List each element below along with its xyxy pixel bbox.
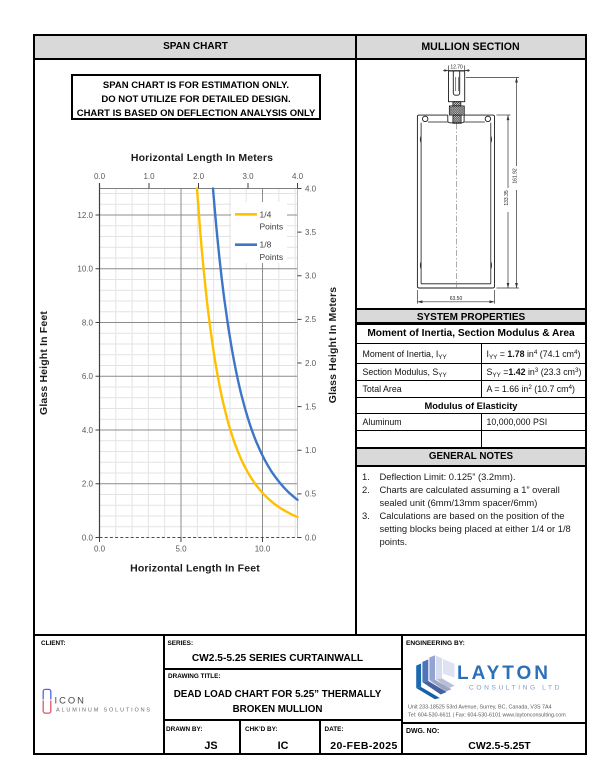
svg-text:0.0: 0.0 (94, 172, 106, 181)
svg-text:12.70: 12.70 (450, 65, 463, 71)
svg-text:161.92: 161.92 (512, 168, 518, 184)
svg-text:0.0: 0.0 (94, 545, 106, 554)
svg-text:0.5: 0.5 (305, 490, 317, 499)
svg-text:Points: Points (260, 222, 284, 232)
svg-text:0.0: 0.0 (305, 533, 317, 542)
svg-text:5.0: 5.0 (175, 545, 187, 554)
svg-text:Horizontal Length In Meters: Horizontal Length In Meters (131, 152, 273, 164)
svg-text:Points: Points (260, 252, 284, 262)
svg-text:LAYTON: LAYTON (457, 663, 551, 684)
svg-text:2.0: 2.0 (193, 172, 205, 181)
svg-text:4.0: 4.0 (82, 426, 94, 435)
svg-text:2.0: 2.0 (82, 480, 94, 489)
svg-text:1.0: 1.0 (143, 172, 155, 181)
svg-text:Horizontal Length In Feet: Horizontal Length In Feet (130, 563, 260, 575)
svg-text:ICON: ICON (55, 695, 86, 706)
svg-text:133.35: 133.35 (504, 190, 510, 206)
svg-text:0.0: 0.0 (82, 533, 94, 542)
svg-text:Tel: 604-530-6611 | Fax: 604-: Tel: 604-530-6611 | Fax: 604-530-6101 ww… (408, 713, 566, 719)
svg-text:1.5: 1.5 (305, 402, 317, 411)
svg-text:3.5: 3.5 (305, 228, 317, 237)
svg-text:3.0: 3.0 (242, 172, 254, 181)
svg-text:10.0: 10.0 (77, 265, 93, 274)
svg-text:6.0: 6.0 (82, 372, 94, 381)
svg-text:1/4: 1/4 (260, 209, 272, 219)
svg-text:Unit 233-18525 53rd Avenue, Su: Unit 233-18525 53rd Avenue, Surrey, BC, … (408, 705, 552, 711)
svg-text:Glass Height In Feet: Glass Height In Feet (38, 311, 50, 415)
svg-text:12.0: 12.0 (77, 211, 93, 220)
svg-text:ALUMINUM SOLUTIONS: ALUMINUM SOLUTIONS (56, 708, 152, 714)
svg-text:10.0: 10.0 (255, 545, 271, 554)
svg-text:3.0: 3.0 (305, 272, 317, 281)
svg-text:2.0: 2.0 (305, 359, 317, 368)
svg-text:63.50: 63.50 (450, 296, 463, 302)
svg-text:CONSULTING LTD: CONSULTING LTD (469, 685, 562, 692)
svg-text:8.0: 8.0 (82, 318, 94, 327)
svg-text:1/8: 1/8 (260, 240, 272, 250)
svg-text:2.5: 2.5 (305, 315, 317, 324)
svg-text:4.0: 4.0 (305, 184, 317, 193)
svg-text:Glass Height In Meters: Glass Height In Meters (327, 287, 339, 404)
svg-text:1.0: 1.0 (305, 446, 317, 455)
svg-text:4.0: 4.0 (292, 172, 304, 181)
